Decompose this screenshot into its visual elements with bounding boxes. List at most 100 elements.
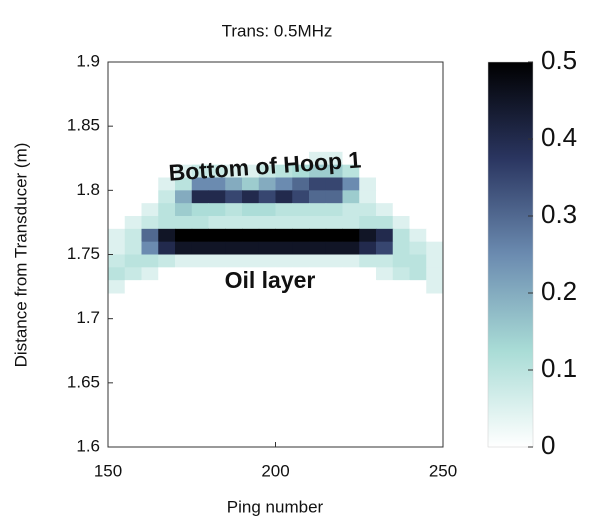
heatmap-cell [108,241,126,255]
heatmap-cell [191,151,209,166]
heatmap-cell [191,190,209,204]
heatmap-cell [292,267,310,281]
heatmap-cell [158,151,176,166]
heatmap-cell [141,164,159,178]
heatmap-cell [124,164,142,178]
heatmap-cell [292,190,310,204]
heatmap-cell [359,216,377,230]
heatmap-cell [191,267,209,281]
heatmap-cell [225,203,243,217]
heatmap-cell [342,254,360,268]
heatmap-cell [392,164,410,178]
heatmap-cell [426,151,444,166]
heatmap-cell [208,203,226,217]
heatmap-cell [275,267,293,281]
heatmap-cell [325,177,343,191]
heatmap-cell [141,280,159,294]
heatmap-cell [141,254,159,268]
heatmap-cell [409,190,427,204]
heatmap-cell [275,216,293,230]
heatmap-cell [392,254,410,268]
heatmap-cell [309,254,327,268]
x-tick-label: 200 [261,461,289,480]
colorbar-tick-label: 0.1 [541,353,577,383]
heatmap-cell [124,190,142,204]
heatmap-cell [108,177,126,191]
heatmap-cell [426,203,444,217]
heatmap-cell [325,280,343,294]
y-tick-label: 1.9 [76,51,100,70]
heatmap-cell [208,267,226,281]
heatmap-cell [158,254,176,268]
heatmap-cell [292,241,310,255]
heatmap-cell [258,241,276,255]
heatmap-cell [342,203,360,217]
colorbar [487,61,534,448]
heatmap-cell [426,280,444,294]
heatmap-cell [325,228,343,243]
heatmap-cell [258,177,276,191]
heatmap-cell [376,280,394,294]
heatmap-cell [258,254,276,268]
heatmap-cell [108,164,126,178]
heatmap-cell [359,267,377,281]
heatmap-cell [309,164,327,178]
heatmap-cell [342,228,360,243]
heatmap-cell [359,241,377,255]
heatmap-cell [325,190,343,204]
heatmap-cell [426,190,444,204]
heatmap-cell [409,280,427,294]
heatmap-cell [191,228,209,243]
annotation: Oil layer [225,267,316,293]
heatmap-cell [275,151,293,166]
heatmap-cell [242,177,260,191]
heatmap-cell [225,177,243,191]
heatmap-cell [258,203,276,217]
heatmap-cell [426,241,444,255]
heatmap-cell [258,228,276,243]
heatmap-cell [376,254,394,268]
heatmap-cell [292,280,310,294]
heatmap-cell [225,280,243,294]
heatmap-cell [309,203,327,217]
heatmap-cell [426,228,444,243]
heatmap-cell [376,216,394,230]
heatmap-cell [376,203,394,217]
heatmap-cell [225,190,243,204]
heatmap-cell [191,177,209,191]
heatmap-cell [392,216,410,230]
y-axis-label: Distance from Transducer (m) [11,143,30,368]
heatmap-cell [275,254,293,268]
heatmap-cell [409,203,427,217]
heatmap-cell [275,177,293,191]
heatmap-cell [242,151,260,166]
heatmap-cell [309,190,327,204]
heatmap-cell [208,151,226,166]
heatmap-cell [275,241,293,255]
heatmap-cell [225,241,243,255]
heatmap-cell [392,177,410,191]
heatmap-cell [208,241,226,255]
heatmap-cell [309,267,327,281]
heatmap-cell [158,203,176,217]
heatmap-cell [141,203,159,217]
heatmap-cell [208,280,226,294]
heatmap-cell [141,216,159,230]
heatmap-cell [426,254,444,268]
heatmap-cell [258,280,276,294]
heatmap-cell [141,228,159,243]
colorbar-tick-label: 0.2 [541,276,577,306]
heatmap-cell [191,164,209,178]
heatmap-cell [175,177,193,191]
heatmap-cell [342,190,360,204]
y-tick-label: 1.6 [76,436,100,455]
x-axis-label: Ping number [227,497,324,516]
heatmap-cell [392,190,410,204]
y-tick-label: 1.85 [67,116,100,135]
heatmap-cell [141,151,159,166]
heatmap-cell [242,190,260,204]
heatmap-cell [208,190,226,204]
x-tick-label: 150 [94,461,122,480]
heatmap-cell [108,267,126,281]
